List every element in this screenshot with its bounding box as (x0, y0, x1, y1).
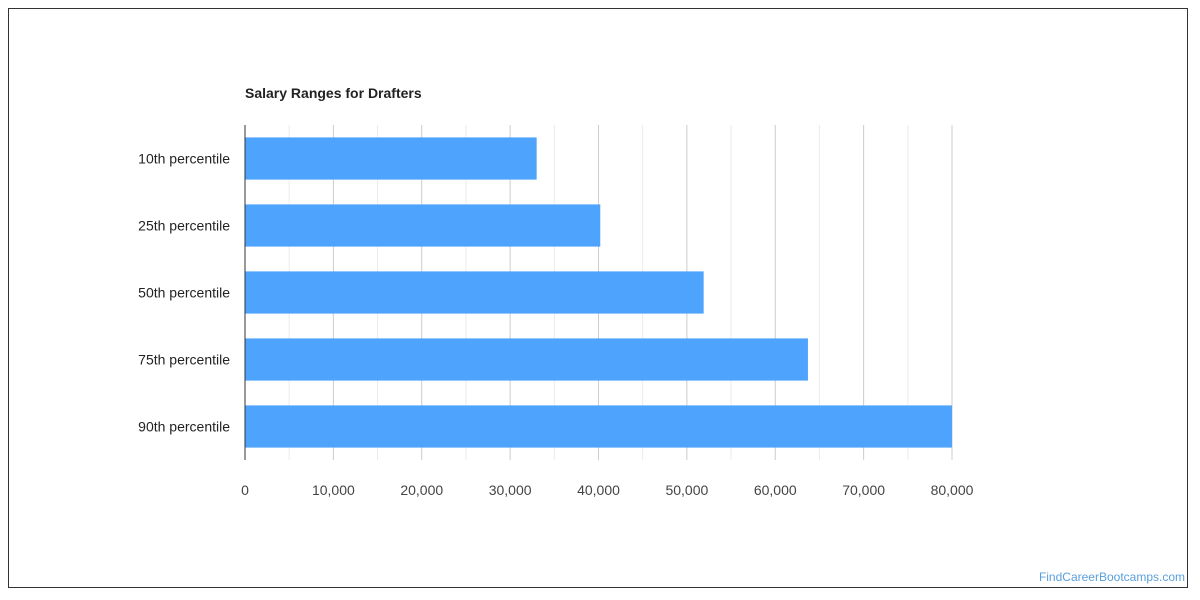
category-label: 25th percentile (138, 218, 230, 234)
x-tick-label: 70,000 (842, 482, 885, 498)
x-tick-label: 50,000 (665, 482, 708, 498)
x-tick-label: 30,000 (489, 482, 532, 498)
x-tick-label: 0 (241, 482, 249, 498)
x-tick-label: 40,000 (577, 482, 620, 498)
x-tick-label: 80,000 (931, 482, 974, 498)
chart-title: Salary Ranges for Drafters (245, 85, 422, 101)
category-label: 90th percentile (138, 419, 230, 435)
x-tick-label: 10,000 (312, 482, 355, 498)
x-tick-label: 20,000 (400, 482, 443, 498)
bar-4 (245, 338, 808, 381)
site-watermark[interactable]: FindCareerBootcamps.com (1038, 570, 1185, 584)
bar-1 (245, 137, 537, 180)
category-label: 75th percentile (138, 352, 230, 368)
bar-5 (245, 405, 952, 448)
category-label: 50th percentile (138, 285, 230, 301)
category-label: 10th percentile (138, 151, 230, 167)
x-tick-label: 60,000 (754, 482, 797, 498)
bar-3 (245, 271, 704, 314)
bar-2 (245, 204, 601, 247)
